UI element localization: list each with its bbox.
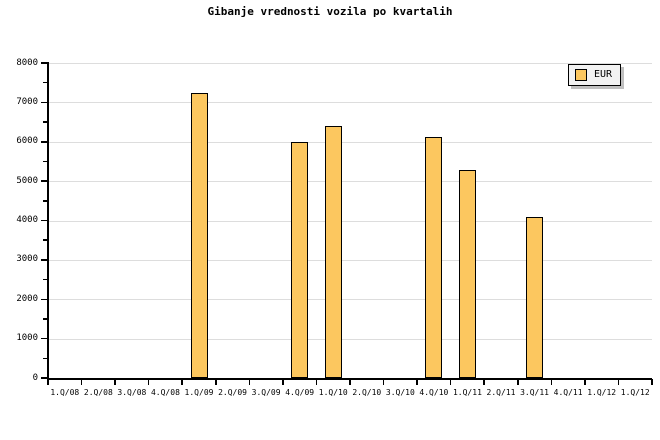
x-axis-label: 1.Q/10 <box>318 388 348 397</box>
bar[interactable] <box>291 141 309 378</box>
gridline <box>48 63 652 64</box>
x-axis-label: 2.Q/11 <box>486 388 516 397</box>
gridline <box>48 220 652 222</box>
y-axis-label: 6000 <box>16 136 38 147</box>
x-axis-tick <box>47 379 49 385</box>
y-axis-label: 2000 <box>16 293 38 304</box>
chart-legend[interactable]: EUR <box>568 64 622 86</box>
y-axis-minor-tick <box>43 160 47 163</box>
y-axis-minor-tick <box>43 357 47 360</box>
y-axis-tick <box>41 141 47 143</box>
x-axis-tick <box>282 379 284 385</box>
x-axis-label: 2.Q/09 <box>218 388 247 397</box>
x-axis-label: 3.Q/08 <box>117 388 147 397</box>
y-axis-label: 4000 <box>16 215 38 225</box>
x-axis-label: 3.Q/09 <box>251 388 281 397</box>
x-axis-tick <box>147 379 150 385</box>
x-axis-tick <box>517 379 519 385</box>
bar[interactable] <box>324 126 342 378</box>
y-axis-label: 8000 <box>16 57 38 68</box>
y-axis-tick <box>41 259 47 261</box>
x-axis-tick <box>248 379 251 385</box>
y-axis-label: 5000 <box>16 175 38 186</box>
y-axis-tick <box>41 101 47 104</box>
x-axis-tick <box>416 379 418 385</box>
x-axis-tick <box>349 379 351 385</box>
x-axis-tick <box>181 379 183 385</box>
gridline <box>48 102 652 104</box>
x-axis-tick <box>584 379 586 385</box>
x-axis-tick <box>483 379 485 385</box>
gridline <box>48 259 652 261</box>
x-axis-line <box>47 378 652 380</box>
y-axis-minor-tick <box>43 318 47 320</box>
x-axis-tick <box>114 379 116 385</box>
x-axis-tick <box>382 379 385 385</box>
y-axis-minor-tick <box>43 278 47 281</box>
x-axis-label: 2.Q/08 <box>83 388 113 397</box>
x-axis-label: 1.Q/09 <box>184 388 214 397</box>
y-axis-tick <box>41 219 47 222</box>
y-axis-tick <box>41 337 47 340</box>
y-axis-tick <box>41 377 47 379</box>
x-axis-label: 2.Q/10 <box>352 388 382 397</box>
x-axis-tick <box>617 379 620 385</box>
x-axis-label: 3.Q/10 <box>385 388 415 397</box>
bar[interactable] <box>526 216 544 378</box>
y-axis-minor-tick <box>43 121 47 123</box>
y-axis-tick <box>41 298 47 300</box>
x-axis-label: 1.Q/12 <box>620 388 650 397</box>
x-axis-tick <box>550 379 553 385</box>
x-axis-tick <box>80 379 83 385</box>
gridline <box>48 338 652 340</box>
y-axis-tick <box>41 62 47 64</box>
x-axis-label: 3.Q/11 <box>520 388 549 397</box>
plot-area <box>48 63 652 378</box>
legend-label-eur: EUR <box>594 69 613 80</box>
y-axis-minor-tick <box>43 239 47 241</box>
x-axis-label: 4.Q/08 <box>150 388 180 397</box>
y-axis-tick <box>41 180 47 182</box>
x-axis-label: 1.Q/08 <box>50 388 80 397</box>
x-axis-label: 4.Q/10 <box>419 388 449 397</box>
x-axis-label: 1.Q/12 <box>587 388 617 397</box>
legend-swatch-eur <box>575 69 587 81</box>
y-axis-label: 3000 <box>16 254 38 265</box>
y-axis-line <box>47 62 49 379</box>
y-axis-label: 1000 <box>16 333 38 344</box>
y-axis-minor-tick <box>43 200 47 202</box>
x-axis-label: 4.Q/11 <box>553 388 583 397</box>
chart-title: Gibanje vrednosti vozila po kvartalih <box>207 5 453 18</box>
bar[interactable] <box>190 92 208 378</box>
x-axis-tick <box>215 379 217 385</box>
x-axis-tick <box>315 379 318 385</box>
x-axis-label: 4.Q/09 <box>285 388 315 397</box>
bar[interactable] <box>458 170 476 378</box>
bar[interactable] <box>425 137 443 378</box>
gridline <box>48 299 652 301</box>
y-axis-label: 0 <box>32 372 38 383</box>
gridline <box>48 141 652 143</box>
x-axis-label: 1.Q/11 <box>452 388 482 397</box>
y-axis-label: 7000 <box>16 96 38 107</box>
x-axis-tick <box>651 379 653 385</box>
y-axis-minor-tick <box>43 81 47 84</box>
x-axis-tick <box>449 379 452 385</box>
gridline <box>48 181 652 183</box>
